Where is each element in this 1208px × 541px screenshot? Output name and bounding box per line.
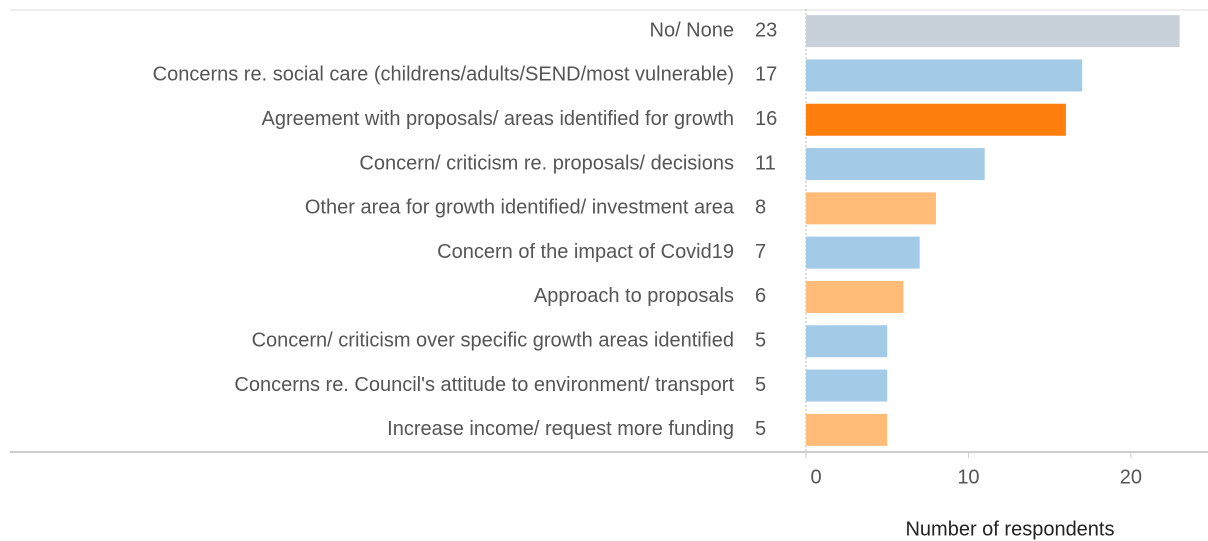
value-label: 8: [755, 197, 766, 219]
bar: [806, 192, 936, 225]
bar: [806, 369, 888, 402]
value-label: 5: [755, 330, 766, 352]
category-label: Approach to proposals: [534, 285, 734, 307]
bar: [806, 148, 985, 181]
category-label: Other area for growth identified/ invest…: [305, 197, 735, 219]
category-label: Concerns re. Council's attitude to envir…: [234, 374, 734, 396]
x-axis-title: Number of respondents: [905, 518, 1114, 540]
category-label: No/ None: [650, 19, 735, 41]
bar: [806, 103, 1066, 136]
value-label: 5: [755, 374, 766, 396]
bar: [806, 236, 920, 269]
value-label: 23: [755, 19, 777, 41]
category-label: Concern/ criticism re. proposals/ decisi…: [359, 152, 734, 174]
category-label: Concern of the impact of Covid19: [437, 241, 734, 263]
bar: [806, 59, 1083, 92]
x-tick-label: 0: [810, 466, 821, 488]
category-label: Concern/ criticism over specific growth …: [252, 330, 734, 352]
x-tick-label: 20: [1120, 466, 1142, 488]
value-label: 17: [755, 64, 777, 86]
category-label: Agreement with proposals/ areas identifi…: [262, 108, 734, 130]
value-label: 11: [755, 152, 776, 174]
value-label: 7: [755, 241, 766, 263]
value-label: 5: [755, 418, 766, 440]
x-tick-label: 10: [957, 466, 979, 488]
bar: [806, 15, 1180, 48]
category-label: Increase income/ request more funding: [387, 418, 734, 440]
value-label: 16: [755, 108, 777, 130]
bar: [806, 280, 904, 313]
value-label: 6: [755, 285, 766, 307]
bar: [806, 325, 888, 358]
bar: [806, 413, 888, 446]
category-label: Concerns re. social care (childrens/adul…: [153, 64, 734, 86]
